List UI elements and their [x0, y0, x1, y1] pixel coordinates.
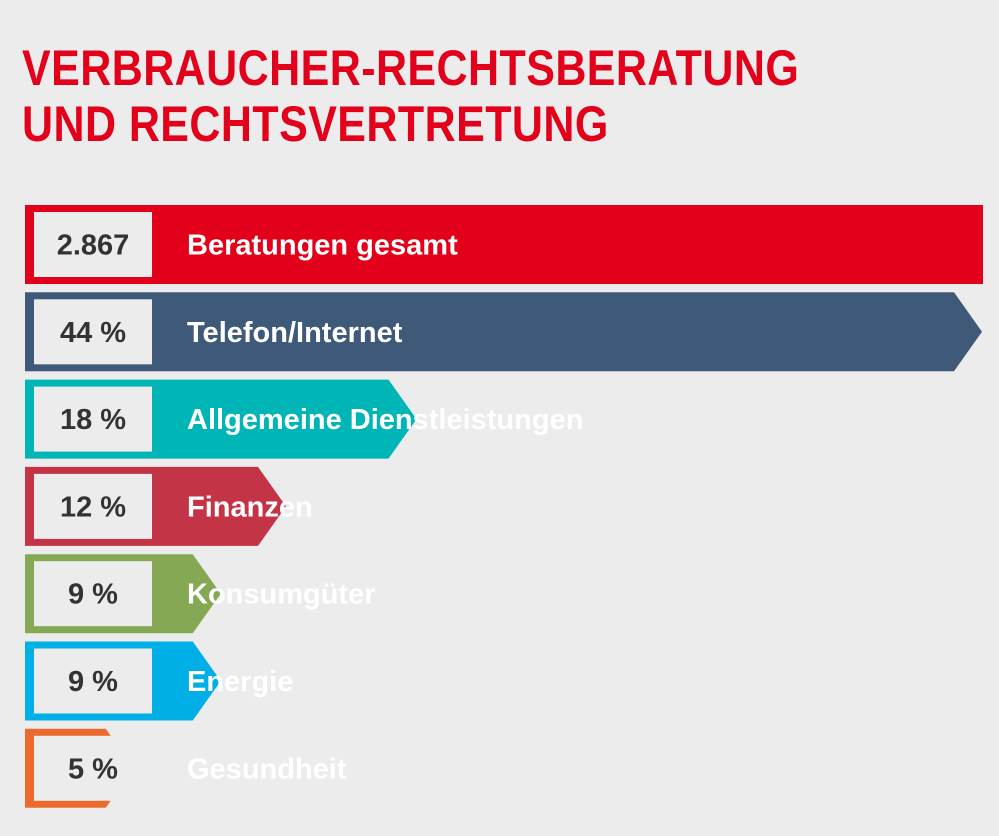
category-6-value-label: 5 % — [68, 753, 118, 785]
category-1-value-label: 44 % — [60, 317, 126, 349]
category-3-category-label: Finanzen — [187, 491, 313, 523]
category-2-category-label: Allgemeine Dienstleistungen — [187, 404, 583, 436]
total-category-label: Beratungen gesamt — [187, 230, 458, 262]
category-6-value-box — [34, 735, 152, 801]
chart-title: VERBRAUCHER-RECHTSBERATUNG UND RECHTSVER… — [22, 40, 799, 152]
total-bar — [25, 205, 983, 284]
category-5-value-label: 9 % — [68, 666, 118, 698]
category-2-value-box — [34, 386, 152, 452]
category-5-category-label: Energie — [187, 666, 293, 698]
category-3-value-box — [34, 473, 152, 539]
chart-title-line-2: UND RECHTSVERTRETUNG — [22, 96, 609, 152]
chart-title-line-1: VERBRAUCHER-RECHTSBERATUNG — [22, 40, 800, 96]
category-1-category-label: Telefon/Internet — [187, 317, 403, 349]
total-value-box — [34, 212, 152, 277]
category-4-value-label: 9 % — [68, 579, 118, 611]
category-1-bar — [25, 292, 982, 372]
category-4-value-box — [34, 561, 152, 627]
category-4-category-label: Konsumgüter — [187, 579, 376, 611]
category-3-value-label: 12 % — [60, 491, 126, 523]
category-1-value-box — [34, 299, 152, 365]
category-2-value-label: 18 % — [60, 404, 126, 436]
category-6-category-label: Gesundheit — [187, 753, 347, 785]
category-5-value-box — [34, 648, 152, 714]
total-value-label: 2.867 — [57, 230, 130, 262]
